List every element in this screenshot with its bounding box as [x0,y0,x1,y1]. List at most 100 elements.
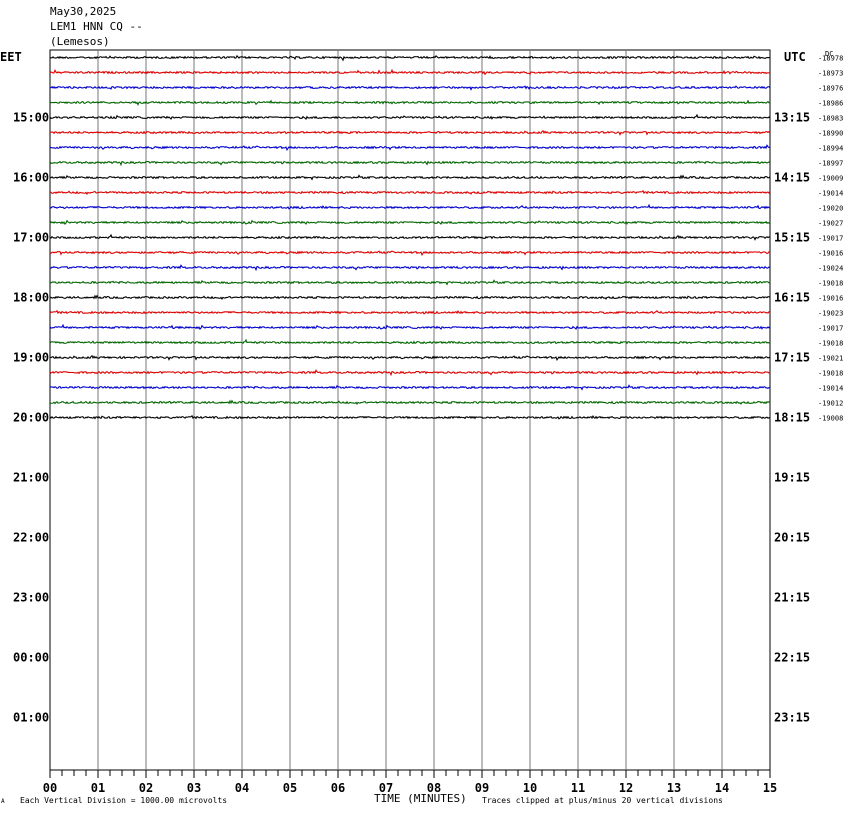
station-code: LEM1 HNN CQ -- [50,20,143,33]
seismic-trace [49,68,771,76]
plot-date: May30,2025 [50,5,117,18]
trace-dc-offset: -19020 [818,205,843,213]
seismic-trace [49,174,771,181]
x-tick-label: 07 [379,781,393,795]
trace-dc-offset: -19017 [818,325,843,333]
trace-dc-offset: -18983 [818,115,843,123]
x-tick-label: 01 [91,781,105,795]
trace-dc-offset: -19014 [818,385,843,393]
hour-label-left: 16:00 [13,171,49,185]
trace-dc-offset: -19021 [818,355,843,363]
x-tick-label: 10 [523,781,537,795]
x-tick-label: 09 [475,781,489,795]
x-axis-title: TIME (MINUTES) [374,792,467,805]
hour-label-right: 18:15 [774,411,810,425]
hour-label-right: 16:15 [774,291,810,305]
trace-dc-offset: -19016 [818,295,843,303]
hour-label-right: 17:15 [774,351,810,365]
trace-dc-offset: -18976 [818,85,843,93]
x-tick-label: 11 [571,781,585,795]
seismic-trace [49,144,771,152]
x-tick-label: 03 [187,781,201,795]
x-tick-label: 04 [235,781,249,795]
seismic-trace [49,160,771,167]
seismic-trace [49,54,771,62]
vertical-scale-note: Each Vertical Division = 1000.00 microvo… [20,796,228,805]
left-timezone-label: EET [0,50,22,64]
trace-dc-offset: -18978 [818,55,843,63]
seismic-trace [49,279,771,286]
seismic-trace [49,309,771,315]
x-tick-label: 13 [667,781,681,795]
hour-label-right: 22:15 [774,651,810,665]
seismic-trace [49,233,771,241]
dc-offset-header: DC [825,50,834,58]
seismic-trace [49,414,771,420]
clipping-note: Traces clipped at plus/minus 20 vertical… [482,796,723,805]
trace-dc-offset: -19017 [818,235,843,243]
hour-label-right: 19:15 [774,471,810,485]
trace-dc-offset: -19014 [818,190,843,198]
x-tick-label: 08 [427,781,441,795]
trace-dc-offset: -19018 [818,370,843,378]
seismic-trace [49,203,771,210]
hour-label-left: 22:00 [13,531,49,545]
trace-dc-offset: -19023 [818,310,843,318]
seismic-trace [49,189,771,196]
hour-label-left: 15:00 [13,111,49,125]
hour-label-left: 23:00 [13,591,49,605]
hour-label-left: 19:00 [13,351,49,365]
hour-label-right: 20:15 [774,531,810,545]
seismic-trace [49,264,771,272]
hour-label-left: 21:00 [13,471,49,485]
seismic-trace [49,99,771,107]
seismic-trace [49,113,771,120]
x-tick-label: 00 [43,781,57,795]
seismic-trace [49,323,771,330]
seismic-trace [49,354,771,362]
hour-label-left: 01:00 [13,711,49,725]
right-timezone-label: UTC [784,50,806,64]
x-tick-label: 06 [331,781,345,795]
trace-dc-offset: -18994 [818,145,843,153]
station-location: (Lemesos) [50,35,110,48]
seismic-trace [49,399,771,406]
trace-dc-offset: -18997 [818,160,843,168]
trace-dc-offset: -19018 [818,340,843,348]
x-tick-label: 15 [763,781,777,795]
hour-label-right: 21:15 [774,591,810,605]
x-tick-label: 12 [619,781,633,795]
seismic-trace [49,338,771,345]
seismic-trace [49,369,771,377]
seismic-trace [49,250,771,257]
trace-dc-offset: -19009 [818,175,843,183]
trace-dc-offset: -18990 [818,130,843,138]
trace-dc-offset: -19008 [818,415,843,423]
hour-label-right: 15:15 [774,231,810,245]
trace-dc-offset: -19012 [818,400,843,408]
hour-label-right: 13:15 [774,111,810,125]
trace-dc-offset: -19016 [818,250,843,258]
hour-label-right: 23:15 [774,711,810,725]
hour-label-left: 17:00 [13,231,49,245]
trace-dc-offset: -18986 [818,100,843,108]
seismic-trace [49,384,771,391]
trace-dc-offset: -19027 [818,220,843,228]
trace-dc-offset: -19018 [818,280,843,288]
x-tick-label: 05 [283,781,297,795]
hour-label-left: 00:00 [13,651,49,665]
seismic-trace [49,85,771,91]
x-tick-label: 14 [715,781,729,795]
seismic-trace [49,294,771,301]
plot-frame [49,49,771,771]
x-tick-label: 02 [139,781,153,795]
hour-label-left: 20:00 [13,411,49,425]
trace-dc-offset: -18973 [818,70,843,78]
hour-label-left: 18:00 [13,291,49,305]
seismic-trace [49,219,771,225]
seismic-trace [49,129,771,136]
trace-dc-offset: -19024 [818,265,843,273]
hour-label-right: 14:15 [774,171,810,185]
scale-marker: A [1,798,5,805]
